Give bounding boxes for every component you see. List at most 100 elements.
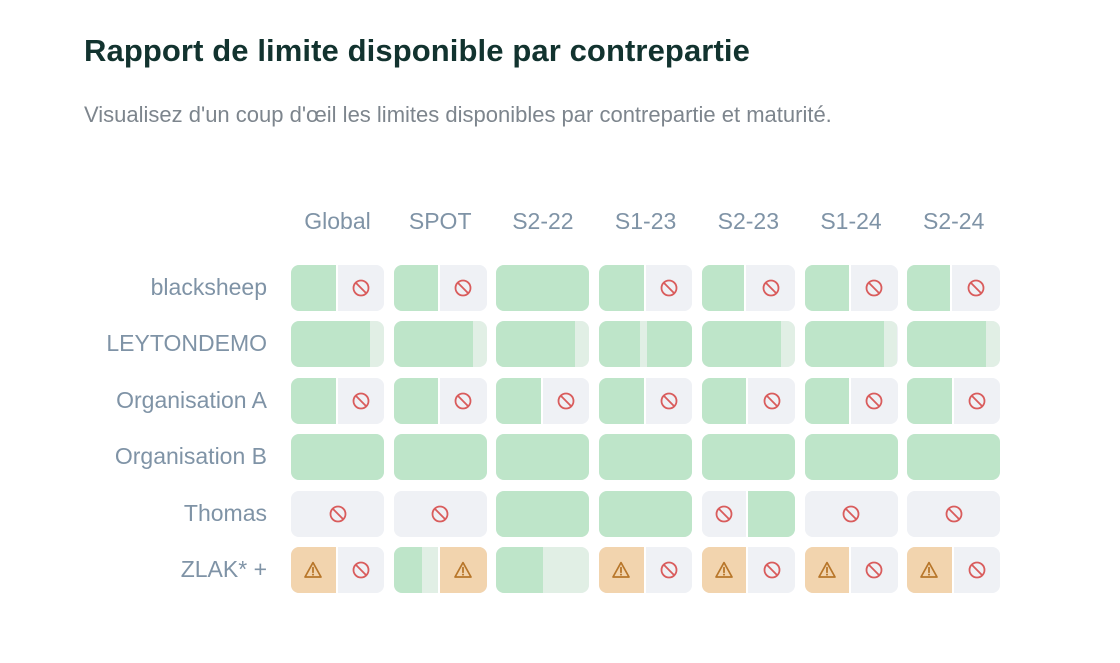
limit-cell-s1-23[interactable] xyxy=(599,490,693,537)
blocked-segment xyxy=(337,377,384,424)
blocked-icon xyxy=(763,561,780,579)
available-segment xyxy=(804,321,884,368)
blocked-segment xyxy=(746,265,795,311)
available_light-segment xyxy=(780,321,795,368)
column-header-s1-23: S1-23 xyxy=(614,208,677,234)
available_light-segment xyxy=(640,321,648,368)
row-label: blacksheep xyxy=(150,274,267,300)
limit-cell-s2-22[interactable] xyxy=(496,490,590,537)
blocked-segment xyxy=(542,377,590,424)
available-segment xyxy=(291,321,371,368)
limit-cell-spot[interactable] xyxy=(393,490,487,537)
available-segment xyxy=(804,265,851,311)
limit-cell-spot[interactable] xyxy=(393,377,487,424)
blocked-segment xyxy=(645,377,693,424)
available-segment xyxy=(701,377,749,424)
warning-segment xyxy=(291,547,338,593)
available-segment xyxy=(599,265,646,311)
blocked-icon xyxy=(763,392,780,410)
warning-segment xyxy=(701,547,749,593)
available-segment xyxy=(291,377,338,424)
limit-cell-s2-23[interactable] xyxy=(701,434,795,481)
available-segment xyxy=(804,434,898,481)
available_light-segment xyxy=(542,547,590,593)
column-header-s1-24: S1-24 xyxy=(820,208,882,234)
limit-cell-s1-24[interactable] xyxy=(804,265,898,311)
limit-cell-s2-22[interactable] xyxy=(496,265,590,311)
limit-cell-s2-23[interactable] xyxy=(701,490,795,537)
limit-cell-s2-23[interactable] xyxy=(701,265,795,311)
limit-cell-global[interactable] xyxy=(291,490,384,537)
blocked-icon xyxy=(865,279,883,297)
column-header-s2-22: S2-22 xyxy=(512,208,574,234)
available_light-segment xyxy=(472,321,487,368)
limit-cell-global[interactable] xyxy=(291,434,384,481)
blocked-icon xyxy=(968,561,986,579)
limit-cell-spot[interactable] xyxy=(393,321,487,368)
limit-cell-s2-22[interactable] xyxy=(496,377,590,424)
blocked-segment xyxy=(440,377,487,424)
limit-cell-s1-24[interactable] xyxy=(804,547,898,593)
limit-cell-global[interactable] xyxy=(291,377,384,424)
column-header-s2-24: S2-24 xyxy=(923,208,985,234)
limit-cell-s2-24[interactable] xyxy=(907,321,1001,368)
blocked-segment xyxy=(701,490,749,537)
limit-cell-global[interactable] xyxy=(291,547,384,593)
limit-cell-s2-23[interactable] xyxy=(701,547,795,593)
limit-cell-s2-24[interactable] xyxy=(907,547,1001,593)
limit-cell-s1-24[interactable] xyxy=(804,377,898,424)
limit-cell-s2-24[interactable] xyxy=(907,490,1001,537)
warning-segment xyxy=(907,547,954,593)
limit-cell-s2-22[interactable] xyxy=(496,434,590,481)
blocked-icon xyxy=(455,392,472,410)
limit-cell-s2-22[interactable] xyxy=(496,321,590,368)
limit-cell-s1-24[interactable] xyxy=(804,321,898,368)
limit-cell-global[interactable] xyxy=(291,321,384,368)
column-header-s2-23: S2-23 xyxy=(717,208,779,234)
blocked-segment xyxy=(748,547,795,593)
blocked-segment xyxy=(440,265,487,311)
limit-cell-global[interactable] xyxy=(291,265,384,311)
available_light-segment xyxy=(883,321,898,368)
available-segment xyxy=(701,321,781,368)
limit-cell-s2-23[interactable] xyxy=(701,377,795,424)
limit-cell-s1-23[interactable] xyxy=(599,321,693,368)
limit-cell-s1-23[interactable] xyxy=(599,547,693,593)
row-label: Thomas xyxy=(183,499,267,526)
available-segment xyxy=(291,434,384,481)
available-segment xyxy=(496,377,543,424)
blocked-segment xyxy=(804,490,898,537)
blocked-icon xyxy=(329,505,346,522)
blocked-segment xyxy=(851,547,898,593)
blocked-segment xyxy=(907,490,1001,537)
limit-cell-s1-23[interactable] xyxy=(599,265,693,311)
available-segment xyxy=(599,434,693,481)
blocked-segment xyxy=(393,490,487,537)
limit-cell-s1-23[interactable] xyxy=(599,377,693,424)
warning-icon xyxy=(304,561,323,578)
available-segment xyxy=(599,490,693,537)
limit-cell-s1-23[interactable] xyxy=(599,434,693,481)
available-segment xyxy=(393,547,422,593)
column-header-global: Global xyxy=(304,208,371,234)
limit-cell-spot[interactable] xyxy=(393,547,487,593)
blocked-segment xyxy=(953,547,1001,593)
blocked-segment xyxy=(645,547,693,593)
limit-cell-s2-22[interactable] xyxy=(496,547,590,593)
limit-cell-s2-24[interactable] xyxy=(907,377,1001,424)
blocked-icon xyxy=(660,279,678,297)
limit-cell-s1-24[interactable] xyxy=(804,434,898,481)
limit-cell-s1-24[interactable] xyxy=(804,490,898,537)
warning-icon xyxy=(454,561,473,578)
limit-cell-s2-24[interactable] xyxy=(907,265,1001,311)
available-segment xyxy=(496,547,543,593)
limit-cell-spot[interactable] xyxy=(393,265,487,311)
warning-icon xyxy=(817,561,836,578)
blocked-icon xyxy=(352,279,370,297)
limit-cell-spot[interactable] xyxy=(393,434,487,481)
available-segment xyxy=(496,490,590,537)
blocked-icon xyxy=(660,392,678,410)
limit-cell-s2-24[interactable] xyxy=(907,434,1001,481)
limit-cell-s2-23[interactable] xyxy=(701,321,795,368)
blocked-segment xyxy=(337,547,384,593)
